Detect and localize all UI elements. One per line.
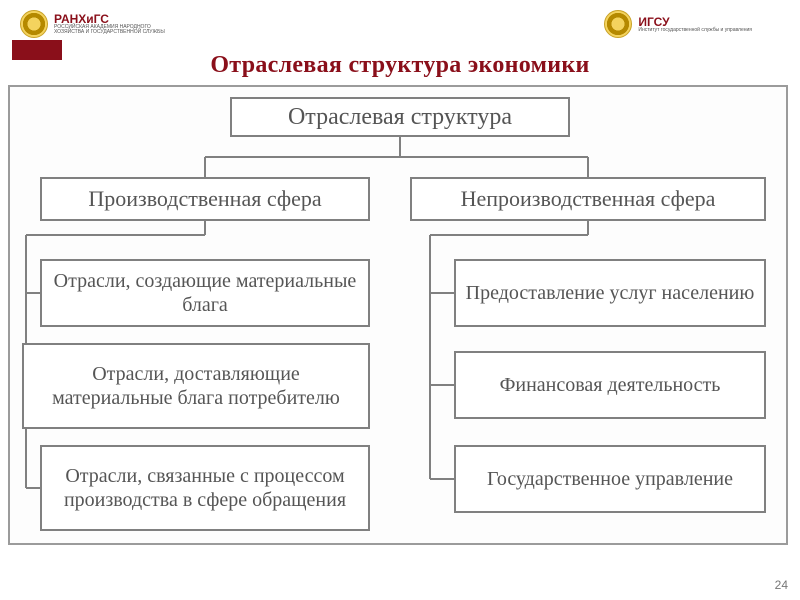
emblem-icon xyxy=(20,10,48,38)
page-number: 24 xyxy=(775,578,788,592)
logo-right-sub: Институт государственной службы и управл… xyxy=(638,28,752,33)
logo-left-sub: РОССИЙСКАЯ АКАДЕМИЯ НАРОДНОГО ХОЗЯЙСТВА … xyxy=(54,25,174,35)
node-p1: Отрасли, создающие мате­риальные блага xyxy=(40,259,370,327)
logo-left: РАНХиГС РОССИЙСКАЯ АКАДЕМИЯ НАРОДНОГО ХО… xyxy=(20,10,174,38)
node-n1: Предоставление услуг населению xyxy=(454,259,766,327)
node-nonprod: Непроизводственная сфера xyxy=(410,177,766,221)
emblem-icon xyxy=(604,10,632,38)
node-p2: Отрасли, доставляющие материальные блага… xyxy=(22,343,370,429)
logo-right: ИГСУ Институт государственной службы и у… xyxy=(604,10,752,38)
node-p3: Отрасли, связанные с процессом производс… xyxy=(40,445,370,531)
org-diagram: Отраслевая структура Производственная сфе… xyxy=(8,85,788,545)
node-n3: Государственное управление xyxy=(454,445,766,513)
header: РАНХиГС РОССИЙСКАЯ АКАДЕМИЯ НАРОДНОГО ХО… xyxy=(0,0,800,38)
accent-bar xyxy=(12,40,62,60)
node-root: Отраслевая структура xyxy=(230,97,570,137)
logo-right-main: ИГСУ xyxy=(638,16,752,28)
slide-title: Отраслевая структура экономики xyxy=(0,52,800,79)
node-n2: Финансовая деятельность xyxy=(454,351,766,419)
node-prod: Производственная сфера xyxy=(40,177,370,221)
